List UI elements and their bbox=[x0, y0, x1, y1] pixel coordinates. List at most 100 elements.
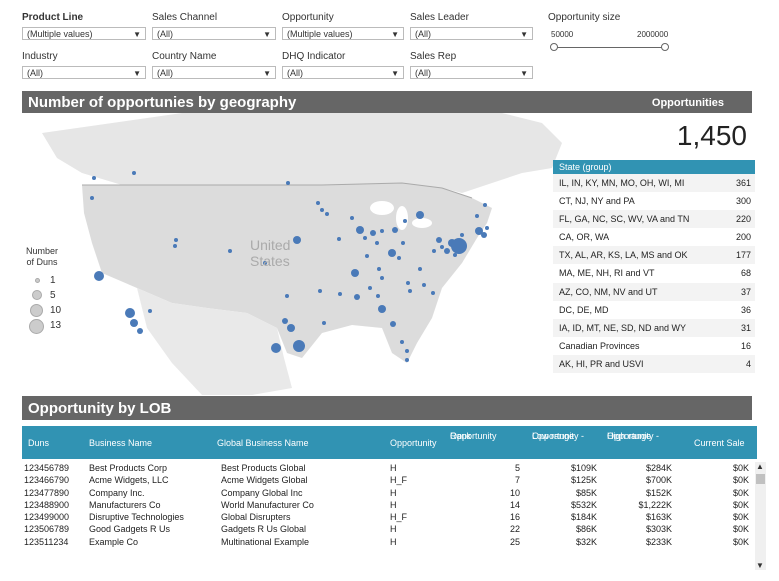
cell-current-sale: $0K bbox=[732, 536, 749, 547]
sales-channel-dropdown[interactable]: (All) ▼ bbox=[152, 27, 276, 40]
chevron-down-icon: ▼ bbox=[520, 30, 528, 39]
state-group-count: 31 bbox=[740, 322, 751, 333]
state-row[interactable]: IL, IN, KY, MN, MO, OH, WI, MI 361 bbox=[553, 174, 755, 193]
country-name-dropdown[interactable]: (All) ▼ bbox=[152, 66, 276, 79]
scroll-thumb[interactable] bbox=[756, 474, 765, 484]
cell-opportunity: H bbox=[390, 499, 397, 510]
state-row[interactable]: CT, NJ, NY and PA 300 bbox=[553, 192, 755, 211]
cell-duns: 123488900 bbox=[24, 499, 70, 510]
industry-dropdown[interactable]: (All) ▼ bbox=[22, 66, 146, 79]
canada-shape bbox=[42, 113, 562, 193]
table-row[interactable]: 123488900 Manufacturers Co World Manufactu… bbox=[22, 499, 757, 511]
scroll-down-icon[interactable]: ▼ bbox=[756, 561, 764, 570]
cell-opportunity: H bbox=[390, 487, 397, 498]
table-row[interactable]: 123511234 Example Co Multinational Example… bbox=[22, 536, 757, 548]
state-group-count: 177 bbox=[735, 250, 751, 261]
scroll-up-icon[interactable]: ▲ bbox=[756, 462, 764, 471]
cell-current-sale: $0K bbox=[732, 463, 749, 473]
col-business-name[interactable]: Business Name bbox=[89, 438, 153, 448]
state-row[interactable]: AK, HI, PR and USVI 4 bbox=[553, 354, 755, 374]
cell-opportunity-rank: 10 bbox=[509, 487, 520, 498]
lob-table-header: Duns Business Name Global Business Name … bbox=[22, 426, 757, 459]
state-row[interactable]: MA, ME, NH, RI and VT 68 bbox=[553, 264, 755, 283]
cell-global-business-name: Multinational Example bbox=[221, 536, 310, 547]
state-row[interactable]: CA, OR, WA 200 bbox=[553, 228, 755, 247]
cell-business-name: Example Co bbox=[89, 536, 139, 547]
table-row[interactable]: 123477890 Company Inc. Company Global Inc H… bbox=[22, 487, 757, 499]
opportunity-size-track[interactable] bbox=[553, 47, 665, 48]
filter-label-sales-channel: Sales Channel bbox=[152, 12, 218, 23]
state-group-name: CA, OR, WA bbox=[559, 232, 610, 243]
cell-opportunity: H bbox=[390, 524, 397, 535]
col-rank-line2: Rank bbox=[450, 431, 472, 441]
legend-label-10: 10 bbox=[50, 305, 62, 316]
table-row[interactable]: 123466790 Acme Widgets, LLC Acme Widgets G… bbox=[22, 474, 757, 486]
state-group-name: IA, ID, MT, NE, SD, ND and WY bbox=[559, 322, 687, 333]
legend-circle-1 bbox=[35, 278, 40, 283]
cell-business-name: Good Gadgets R Us bbox=[89, 524, 171, 535]
col-global-business-name[interactable]: Global Business Name bbox=[217, 438, 309, 448]
state-group-name: MA, ME, NH, RI and VT bbox=[559, 268, 655, 279]
state-row[interactable]: IA, ID, MT, NE, SD, ND and WY 31 bbox=[553, 318, 755, 337]
table-row[interactable]: 123456789 Best Products Corp Best Products… bbox=[22, 462, 757, 474]
col-duns[interactable]: Duns bbox=[28, 438, 50, 448]
cell-duns: 123477890 bbox=[24, 487, 70, 498]
cell-opportunity: H bbox=[390, 463, 397, 473]
cell-global-business-name: Best Products Global bbox=[221, 463, 306, 473]
chevron-down-icon: ▼ bbox=[133, 69, 141, 78]
country-label-line1: United bbox=[250, 237, 290, 253]
cell-global-business-name: Gadgets R Us Global bbox=[221, 524, 307, 535]
col-opportunity[interactable]: Opportunity bbox=[390, 438, 437, 448]
cell-opportunity-rank: 14 bbox=[509, 499, 520, 510]
legend-label-1: 1 bbox=[50, 275, 56, 286]
legend-circle-13 bbox=[29, 319, 44, 334]
cell-low-range: $32K bbox=[575, 536, 597, 547]
table-row[interactable]: 123499000 Disruptive Technologies Global D… bbox=[22, 511, 757, 523]
col-rank-line1: Opportunity bbox=[450, 431, 497, 441]
cell-current-sale: $0K bbox=[732, 512, 749, 523]
cell-opportunity-rank: 5 bbox=[514, 463, 520, 473]
state-group-count: 68 bbox=[740, 268, 751, 279]
usa-shape bbox=[82, 183, 492, 363]
cell-duns: 123499000 bbox=[24, 512, 70, 523]
state-row[interactable]: AZ, CO, NM, NV and UT 37 bbox=[553, 282, 755, 301]
geo-banner: Number of opportunies by geography Oppor… bbox=[22, 91, 752, 113]
opportunity-size-max: 2000000 bbox=[637, 30, 669, 39]
sales-rep-dropdown[interactable]: (All) ▼ bbox=[410, 66, 533, 79]
state-row[interactable]: TX, AL, AR, KS, LA, MS and OK 177 bbox=[553, 246, 755, 265]
table-row[interactable]: 123506789 Good Gadgets R Us Gadgets R Us G… bbox=[22, 523, 757, 535]
cell-low-range: $184K bbox=[570, 512, 597, 523]
opportunity-size-min-handle[interactable] bbox=[550, 43, 558, 51]
state-group-table: State (group) IL, IN, KY, MN, MO, OH, WI… bbox=[553, 160, 755, 374]
sales-leader-dropdown[interactable]: (All) ▼ bbox=[410, 27, 533, 40]
opportunity-size-max-handle[interactable] bbox=[661, 43, 669, 51]
opportunity-dropdown[interactable]: (Multiple values) ▼ bbox=[282, 27, 404, 40]
legend-title-line2: of Duns bbox=[26, 257, 58, 267]
col-current-sale[interactable]: Current Sale bbox=[694, 438, 745, 448]
state-group-name: CT, NJ, NY and PA bbox=[559, 196, 635, 207]
opportunity-size-label: Opportunity size bbox=[548, 12, 621, 23]
dhq-indicator-dropdown[interactable]: (All) ▼ bbox=[282, 66, 404, 79]
cell-high-range: $163K bbox=[645, 512, 672, 523]
legend-title-line1: Number bbox=[25, 246, 58, 256]
cell-business-name: Acme Widgets, LLC bbox=[89, 475, 169, 486]
chevron-down-icon: ▼ bbox=[263, 69, 271, 78]
lob-table-scrollbar[interactable]: ▲ ▼ bbox=[755, 462, 766, 570]
filter-label-product-line: Product Line bbox=[22, 12, 84, 23]
state-row[interactable]: Canadian Provinces 16 bbox=[553, 336, 755, 355]
cell-global-business-name: Acme Widgets Global bbox=[221, 475, 308, 486]
state-row[interactable]: FL, GA, NC, SC, WV, VA and TN 220 bbox=[553, 210, 755, 229]
state-group-count: 200 bbox=[735, 232, 751, 243]
mexico-shape bbox=[137, 288, 292, 395]
dropdown-value: (All) bbox=[415, 29, 431, 39]
state-row[interactable]: DC, DE, MD 36 bbox=[553, 300, 755, 319]
legend-circle-5 bbox=[32, 290, 42, 300]
cell-high-range: $700K bbox=[645, 475, 672, 486]
col-low-line1: Opportunity - bbox=[532, 431, 585, 441]
country-label-line2: States bbox=[250, 253, 290, 269]
cell-business-name: Company Inc. bbox=[89, 487, 145, 498]
total-opportunities: 1,450 bbox=[676, 120, 747, 151]
product-line-dropdown[interactable]: (Multiple values) ▼ bbox=[22, 27, 146, 40]
chevron-down-icon: ▼ bbox=[263, 30, 271, 39]
col-high-line1: Opportunity - bbox=[607, 431, 660, 441]
